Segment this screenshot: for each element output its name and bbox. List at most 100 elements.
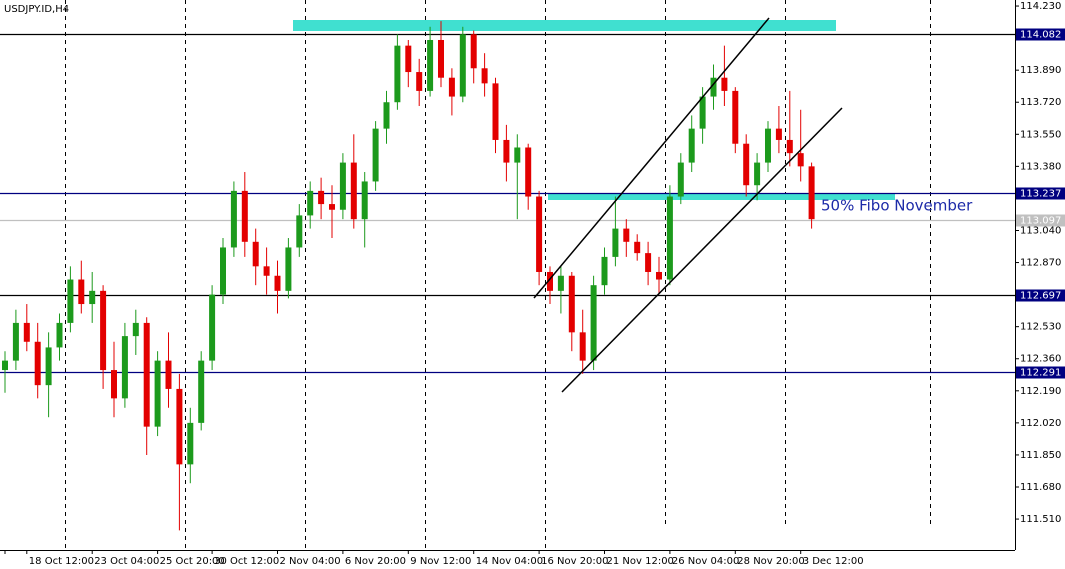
- candle-body: [56, 322, 63, 348]
- candle-body: [634, 241, 641, 254]
- x-tick-label: 21 Nov 12:00: [607, 556, 674, 567]
- x-tick-label: 23 Oct 04:00: [94, 556, 159, 567]
- candle-body: [459, 34, 466, 97]
- candle-body: [274, 275, 281, 291]
- candle-body: [318, 190, 325, 205]
- annotation: 50% Fibo November: [821, 197, 973, 215]
- channel-lower: [561, 107, 843, 393]
- y-tick-label: 112.360: [1020, 354, 1061, 365]
- candle-body: [339, 162, 346, 210]
- y-tick-label: 112.530: [1020, 322, 1061, 333]
- candle-body: [198, 360, 205, 423]
- y-tick-label: 114.230: [1020, 1, 1061, 12]
- candle-body: [765, 128, 771, 163]
- x-tick-label: 2 Nov 04:00: [280, 556, 341, 567]
- y-tick-label: 113.720: [1020, 97, 1061, 108]
- fibo-zone: [548, 193, 895, 200]
- candle-body: [89, 290, 96, 305]
- candle-body: [557, 275, 564, 291]
- candle-body: [623, 228, 630, 242]
- candle-body: [241, 190, 248, 242]
- candle-body: [514, 147, 521, 163]
- candle-body: [23, 322, 30, 342]
- x-tick-label: 28 Nov 20:00: [737, 556, 804, 567]
- candle-body: [666, 196, 673, 280]
- y-tick-label: 111.850: [1020, 450, 1061, 461]
- price-label-box: [1016, 28, 1065, 41]
- resistance-zone: [293, 20, 836, 31]
- candle-body: [743, 143, 750, 186]
- price-label-box: [1016, 214, 1065, 227]
- candle-body: [12, 322, 19, 361]
- candle-body: [67, 279, 74, 323]
- candle-body: [470, 34, 477, 69]
- candle-body: [536, 196, 543, 272]
- candle-body: [383, 102, 390, 129]
- candle-body: [372, 128, 379, 182]
- candle-body: [100, 290, 107, 371]
- chart-title: USDJPY.ID,H4: [4, 4, 69, 15]
- candle-body: [688, 128, 695, 163]
- x-tick-label: 16 Nov 20:00: [541, 556, 608, 567]
- candle-body: [601, 256, 608, 286]
- time-grid: [65, 0, 931, 550]
- candle-body: [405, 45, 412, 73]
- candle-body: [143, 322, 150, 427]
- candle-body: [492, 83, 499, 140]
- y-tick-label: 113.040: [1020, 225, 1061, 236]
- candle-body: [525, 147, 532, 197]
- x-tick-label: 26 Nov 04:00: [672, 556, 739, 567]
- candle-body: [165, 360, 172, 389]
- x-tick-label: 14 Nov 04:00: [476, 556, 543, 567]
- candle-body: [416, 72, 423, 91]
- candle-body: [329, 204, 335, 210]
- candle-body: [154, 360, 161, 427]
- candle-body: [612, 228, 619, 257]
- x-tick-label: 6 Nov 20:00: [345, 556, 406, 567]
- y-tick-label: 111.680: [1020, 482, 1061, 493]
- price-label: 114.082: [1020, 30, 1061, 41]
- candle-body: [132, 322, 139, 337]
- price-label: 113.097: [1020, 216, 1061, 227]
- candle-body: [699, 96, 706, 129]
- candle-body: [307, 190, 314, 216]
- candle-body: [121, 336, 128, 399]
- candle-body: [394, 45, 401, 103]
- candle-body: [111, 370, 117, 399]
- y-tick-label: 112.870: [1020, 258, 1061, 269]
- y-tick-label: 113.890: [1020, 65, 1061, 76]
- x-tick-label: 25 Oct 20:00: [160, 556, 225, 567]
- candle-body: [34, 341, 41, 386]
- candle-body: [677, 162, 684, 197]
- candle-body: [797, 153, 804, 167]
- y-tick-label: 111.510: [1020, 514, 1061, 525]
- candle-body: [285, 247, 292, 291]
- candle-body: [732, 90, 739, 144]
- price-label: 112.697: [1020, 291, 1061, 302]
- candle-body: [590, 285, 597, 361]
- candle-body: [427, 39, 434, 91]
- candles: [2, 21, 815, 531]
- candle-body: [547, 271, 553, 291]
- candle-body: [263, 266, 270, 276]
- candle-body: [438, 39, 444, 78]
- candle-body: [710, 77, 717, 97]
- candle-body: [775, 128, 782, 140]
- price-label-box: [1016, 187, 1065, 200]
- candle-body: [808, 166, 815, 220]
- candle-body: [481, 68, 488, 84]
- y-tick-label: 112.020: [1020, 418, 1061, 429]
- price-label-box: [1016, 289, 1065, 302]
- candle-body: [296, 215, 303, 248]
- candle-body: [2, 360, 8, 371]
- x-tick-label: 18 Oct 12:00: [29, 556, 94, 567]
- candle-body: [579, 332, 586, 361]
- candle-body: [721, 77, 728, 91]
- y-tick-label: 113.380: [1020, 161, 1061, 172]
- candle-body: [45, 347, 52, 386]
- candle-body: [220, 247, 226, 295]
